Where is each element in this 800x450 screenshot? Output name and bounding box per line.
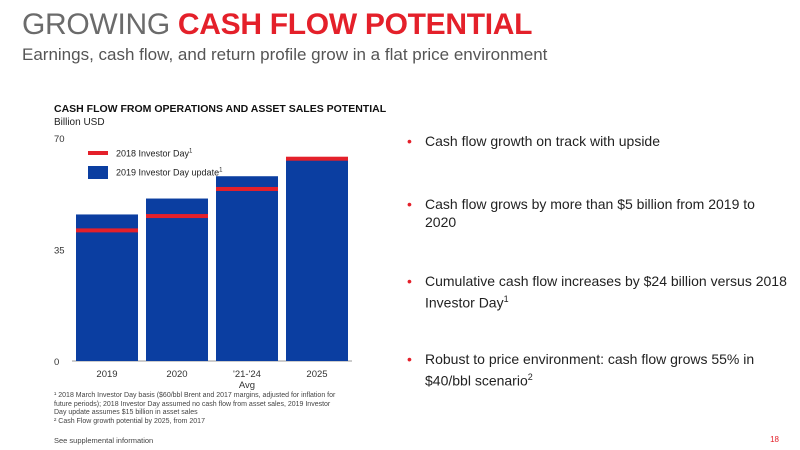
chart-title: CASH FLOW FROM OPERATIONS AND ASSET SALE… xyxy=(54,103,387,115)
bullet-text: Cash flow growth on track with upside xyxy=(425,133,660,149)
marker-3 xyxy=(216,186,278,191)
bullet-item: • Cumulative cash flow increases by $24 b… xyxy=(407,272,787,312)
bar-2 xyxy=(146,198,208,361)
marker-1 xyxy=(76,228,138,233)
footnotes: ¹ 2018 March Investor Day basis ($60/bbl… xyxy=(54,392,344,426)
x-tick-label: 2020 xyxy=(166,369,187,380)
page-subtitle: Earnings, cash flow, and return profile … xyxy=(22,45,548,64)
bullet-dot-icon: • xyxy=(407,196,412,212)
bullet-dot-icon: • xyxy=(407,273,412,289)
footnote-1: ¹ 2018 March Investor Day basis ($60/bbl… xyxy=(54,392,336,417)
legend-label-2019: 2019 Investor Day update1 xyxy=(116,168,223,178)
x-tick-label: Avg xyxy=(239,380,255,391)
page-title-part2: CASH FLOW POTENTIAL xyxy=(177,8,533,41)
page-title: GROWING CASH FLOW POTENTIAL xyxy=(22,8,533,42)
x-tick-label: 2019 xyxy=(96,369,117,380)
marker-2 xyxy=(146,214,208,219)
bullet-item: • Cash flow grows by more than $5 billion… xyxy=(407,195,787,231)
x-tick-label: 2025 xyxy=(306,369,327,380)
x-tick-label: '21-'24 xyxy=(233,369,261,380)
marker-4 xyxy=(286,156,348,161)
bar-4 xyxy=(286,157,348,361)
chart-unit-label: Billion USD xyxy=(54,117,105,128)
bullet-item: • Robust to price environment: cash flow … xyxy=(407,350,787,390)
supplemental-note: See supplemental information xyxy=(54,436,154,445)
y-tick-label: 70 xyxy=(54,134,65,145)
footnote-ref: 2 xyxy=(527,372,533,382)
bullet-dot-icon: • xyxy=(407,351,412,367)
legend-label-2018: 2018 Investor Day1 xyxy=(116,149,193,159)
bullet-dot-icon: • xyxy=(407,133,412,149)
footnote-2: ² Cash Flow growth potential by 2025, fr… xyxy=(54,417,205,425)
bar-3 xyxy=(216,176,278,361)
legend-swatch-2019 xyxy=(88,166,108,179)
bullet-item: • Cash flow growth on track with upside xyxy=(407,132,660,150)
footnote-ref: 1 xyxy=(503,294,509,304)
bar-1 xyxy=(76,214,138,361)
legend-swatch-2018 xyxy=(88,151,108,155)
bullet-text: Cash flow grows by more than $5 billion … xyxy=(425,196,755,230)
bullet-text: Robust to price environment: cash flow g… xyxy=(425,351,755,389)
y-tick-label: 35 xyxy=(54,246,65,257)
y-tick-label: 0 xyxy=(54,357,59,368)
bullet-text: Cumulative cash flow increases by $24 bi… xyxy=(425,273,787,311)
page-title-part1: GROWING xyxy=(22,8,178,41)
page-number: 18 xyxy=(770,435,779,444)
